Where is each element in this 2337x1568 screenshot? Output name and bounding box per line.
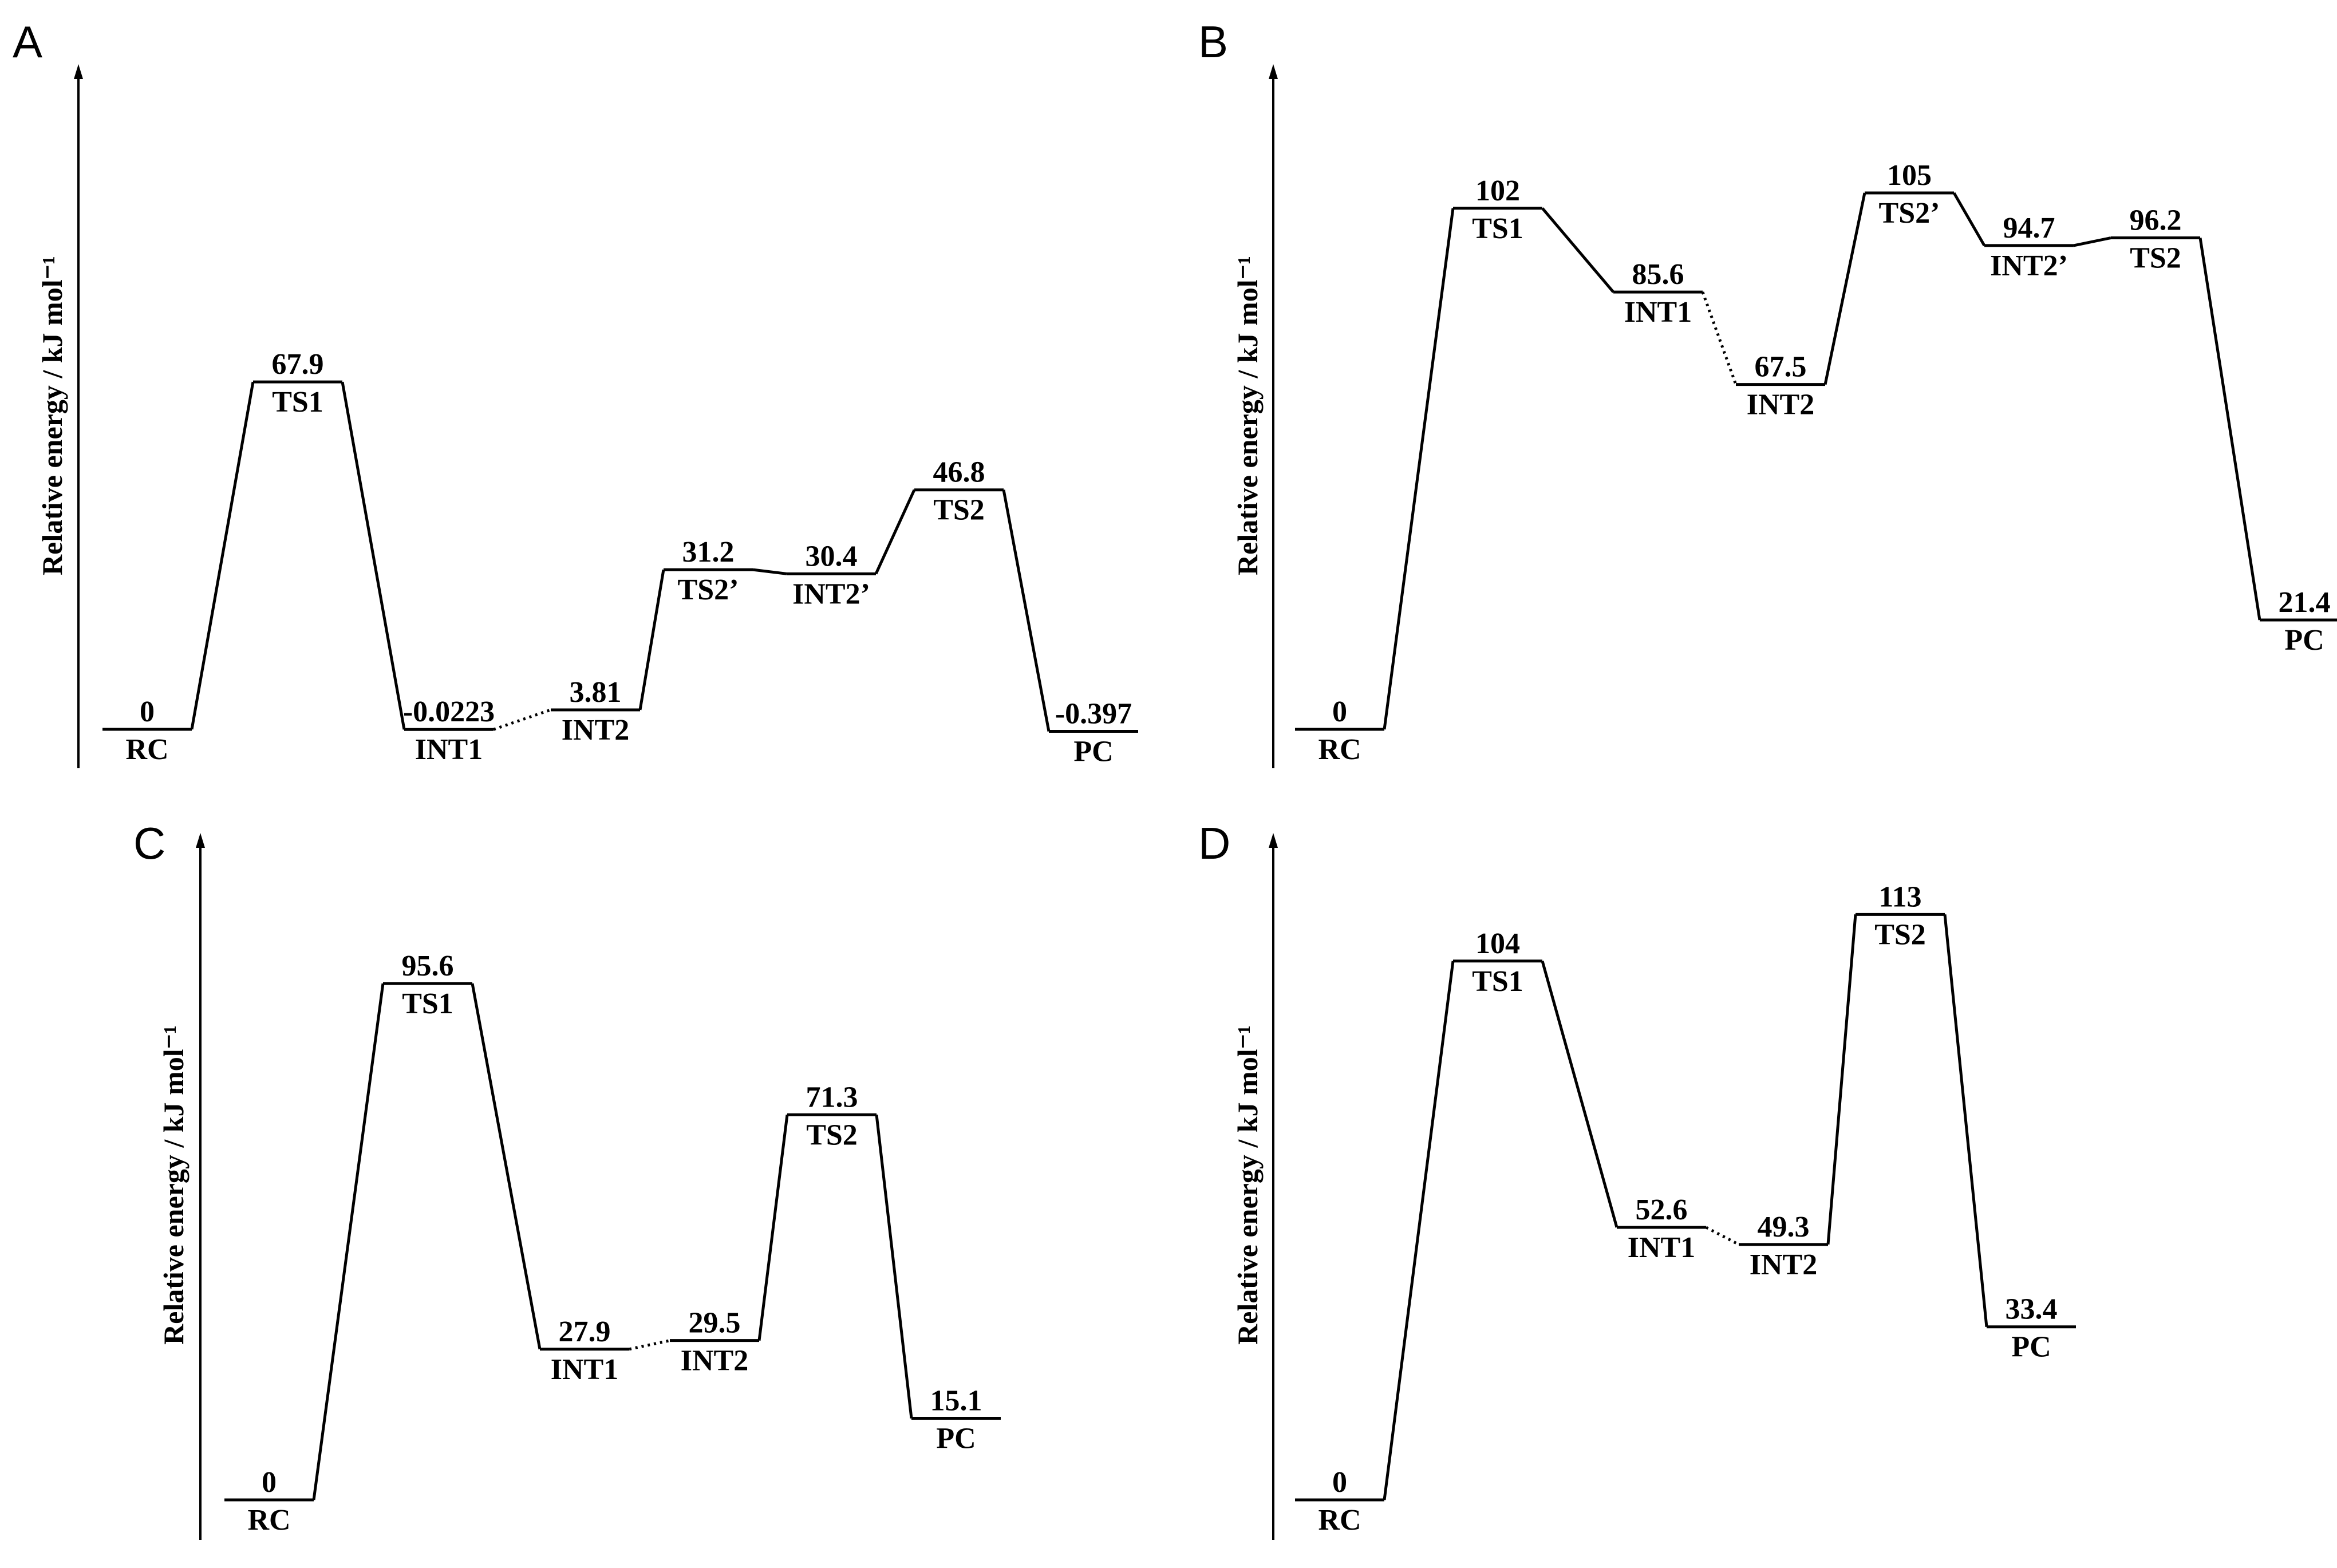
state-label-b-int2prime: INT2’ (1990, 250, 2068, 282)
y-axis-label-a: Relative energy / kJ mol⁻¹ (36, 256, 68, 575)
y-axis-label-d: Relative energy / kJ mol⁻¹ (1231, 1025, 1264, 1345)
state-label-a-rc: RC (125, 733, 168, 766)
state-label-a-ts1: TS1 (272, 386, 323, 418)
state-label-b-ts2prime: TS2’ (1879, 197, 1940, 230)
state-label-d-ts1: TS1 (1472, 965, 1523, 998)
state-label-d-ts2: TS2 (1874, 918, 1926, 951)
value-label-b-int2: 67.5 (1755, 351, 1807, 384)
state-label-b-rc: RC (1318, 733, 1361, 766)
value-label-a-rc: 0 (140, 696, 155, 728)
state-label-c-ts1: TS1 (402, 988, 453, 1020)
connector-d-0 (1383, 961, 1455, 1500)
connector-a-1 (341, 381, 406, 730)
state-label-d-rc: RC (1318, 1504, 1361, 1537)
y-axis-arrow-d (1269, 833, 1278, 848)
connector-c-4 (875, 1114, 913, 1419)
value-label-b-ts2prime: 105 (1887, 159, 1932, 192)
y-axis-arrow-a (74, 64, 83, 79)
value-label-c-int1: 27.9 (559, 1316, 611, 1348)
panel-letter-a: A (13, 17, 42, 67)
state-label-b-ts1: TS1 (1472, 212, 1523, 245)
value-label-d-ts2: 113 (1878, 880, 1921, 913)
state-label-b-ts2: TS2 (2130, 242, 2181, 275)
state-label-a-pc: PC (1073, 736, 1113, 768)
value-label-d-int2: 49.3 (1758, 1211, 1810, 1243)
value-label-d-int1: 52.6 (1636, 1194, 1688, 1226)
state-label-a-ts2prime: TS2’ (678, 574, 739, 606)
state-label-d-int2: INT2 (1750, 1249, 1817, 1281)
value-label-a-pc: -0.397 (1055, 698, 1132, 730)
connector-a-4 (752, 568, 787, 575)
value-label-a-int2: 3.81 (570, 676, 622, 709)
y-axis-label-c: Relative energy / kJ mol⁻¹ (157, 1025, 190, 1345)
state-label-a-int1: INT1 (415, 733, 483, 766)
state-label-d-int1: INT1 (1628, 1231, 1695, 1264)
value-label-a-ts2: 46.8 (933, 456, 985, 489)
value-label-b-ts2: 96.2 (2130, 204, 2182, 237)
state-label-d-pc: PC (2011, 1331, 2051, 1364)
state-label-b-int1: INT1 (1624, 296, 1692, 329)
connector-c-1 (471, 983, 542, 1350)
state-label-a-int2: INT2 (562, 714, 629, 747)
connector-b-4 (1952, 192, 1986, 247)
connector-a-6 (1002, 489, 1051, 732)
connector-d-2 (1705, 1226, 1740, 1246)
connector-b-2 (1701, 291, 1738, 385)
connector-b-5 (2073, 236, 2111, 247)
value-label-b-rc: 0 (1332, 696, 1347, 728)
value-label-b-int1: 85.6 (1632, 258, 1684, 291)
connector-a-2 (493, 708, 551, 731)
value-label-b-int2prime: 94.7 (2003, 212, 2055, 244)
value-label-c-int2: 29.5 (689, 1307, 741, 1340)
connector-b-3 (1823, 192, 1866, 385)
value-label-a-ts1: 67.9 (272, 348, 324, 381)
value-label-a-int2prime: 30.4 (806, 540, 858, 572)
state-label-a-ts2: TS2 (933, 494, 985, 527)
panel-letter-c: C (133, 818, 165, 868)
state-label-c-rc: RC (247, 1504, 290, 1537)
value-label-c-ts2: 71.3 (806, 1081, 858, 1113)
connector-d-3 (1826, 914, 1857, 1245)
connector-b-0 (1383, 208, 1455, 730)
state-label-c-ts2: TS2 (806, 1119, 858, 1151)
connector-b-1 (1541, 207, 1614, 293)
state-label-a-int2prime: INT2’ (792, 578, 870, 610)
connector-c-3 (757, 1114, 789, 1341)
value-label-a-int1: -0.0223 (403, 696, 495, 728)
panel-letter-b: B (1198, 17, 1228, 67)
value-label-c-rc: 0 (262, 1466, 277, 1499)
connector-a-5 (874, 489, 916, 575)
value-label-c-pc: 15.1 (930, 1385, 982, 1417)
value-label-a-ts2prime: 31.2 (682, 536, 735, 568)
state-label-b-int2: INT2 (1747, 389, 1814, 421)
state-label-b-pc: PC (2284, 624, 2324, 657)
value-label-d-rc: 0 (1332, 1466, 1347, 1499)
state-label-c-int1: INT1 (551, 1353, 618, 1386)
y-axis-arrow-b (1269, 64, 1278, 79)
value-label-c-ts1: 95.6 (402, 950, 454, 982)
value-label-b-ts1: 102 (1475, 175, 1520, 207)
value-label-b-pc: 21.4 (2279, 586, 2331, 619)
value-label-d-pc: 33.4 (2006, 1293, 2058, 1326)
connector-b-6 (2198, 238, 2261, 621)
y-axis-arrow-c (196, 833, 205, 848)
value-label-d-ts1: 104 (1475, 927, 1520, 960)
connector-c-0 (312, 983, 385, 1500)
connector-d-4 (1943, 914, 1988, 1327)
connector-a-0 (190, 381, 255, 730)
y-axis-label-b: Relative energy / kJ mol⁻¹ (1231, 256, 1264, 575)
state-label-c-int2: INT2 (681, 1345, 748, 1377)
connector-a-3 (638, 569, 665, 710)
connector-d-1 (1541, 961, 1618, 1228)
state-label-c-pc: PC (936, 1423, 976, 1455)
connector-c-2 (629, 1339, 670, 1351)
panel-letter-d: D (1198, 818, 1230, 868)
